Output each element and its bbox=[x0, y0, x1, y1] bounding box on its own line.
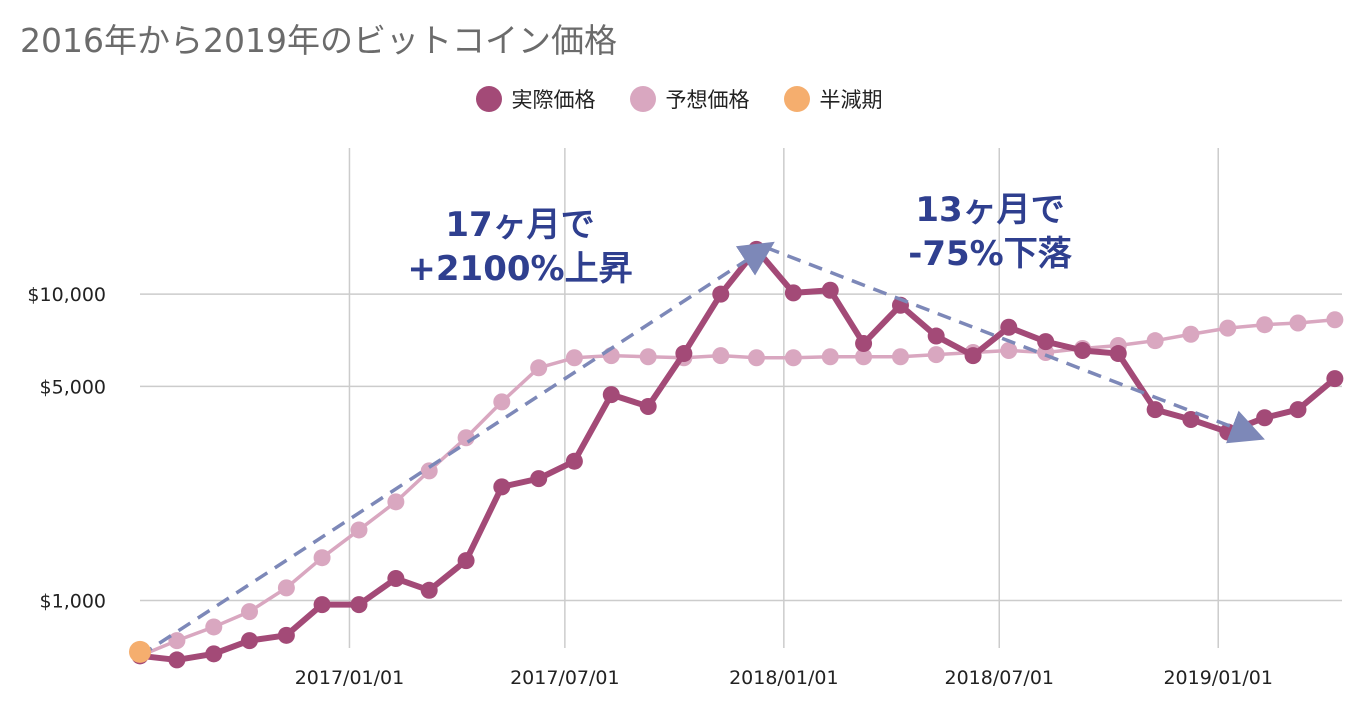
actual-price-point bbox=[530, 470, 548, 488]
forecast-price-point bbox=[712, 347, 730, 365]
forecast-price-point bbox=[530, 359, 548, 377]
actual-price-point bbox=[1146, 401, 1164, 419]
actual-price-point bbox=[1074, 341, 1092, 359]
actual-price-point bbox=[387, 570, 405, 588]
legend-marker-actual bbox=[475, 86, 502, 112]
forecast-price-point bbox=[927, 346, 945, 364]
forecast-price-point bbox=[1182, 325, 1200, 343]
actual-price-point bbox=[420, 581, 438, 599]
forecast-price-point bbox=[350, 521, 368, 539]
annotation-fall: 13ヶ月で -75%下落 bbox=[860, 188, 1120, 276]
forecast-price-point bbox=[1219, 319, 1237, 337]
actual-price-point bbox=[1256, 409, 1274, 427]
forecast-price-point bbox=[420, 462, 438, 480]
actual-price-point bbox=[1000, 318, 1018, 336]
forecast-price-point bbox=[1000, 341, 1018, 359]
actual-price-point bbox=[457, 552, 475, 570]
actual-price-point bbox=[168, 651, 186, 669]
y-tick-label: $10,000 bbox=[27, 284, 106, 306]
actual-price-point bbox=[639, 397, 657, 415]
forecast-price-point bbox=[855, 348, 873, 366]
actual-price-point bbox=[240, 632, 258, 650]
actual-price-point bbox=[855, 335, 873, 353]
actual-price-point bbox=[1289, 401, 1307, 419]
actual-price-point bbox=[784, 284, 802, 302]
legend-item-forecast[interactable]: 予想価格 bbox=[629, 84, 750, 114]
x-tick-label: 2018/01/01 bbox=[729, 667, 839, 689]
forecast-price-point bbox=[240, 603, 258, 621]
actual-price-point bbox=[602, 386, 620, 404]
actual-price-point bbox=[821, 281, 839, 299]
forecast-price-point bbox=[205, 618, 223, 636]
chart-title: 2016年から2019年のビットコイン価格 bbox=[20, 21, 617, 60]
forecast-price-point bbox=[821, 348, 839, 366]
actual-price-point bbox=[1109, 345, 1127, 363]
x-tick-label: 2017/01/01 bbox=[295, 667, 405, 689]
forecast-price-point bbox=[1289, 314, 1307, 332]
annotation-fall-line2: -75%下落 bbox=[908, 234, 1072, 274]
forecast-price-point bbox=[1256, 316, 1274, 334]
actual-price-point bbox=[712, 285, 730, 303]
legend-label-actual: 実際価格 bbox=[511, 88, 596, 112]
x-tick-label: 2019/01/01 bbox=[1163, 667, 1273, 689]
actual-price-point bbox=[313, 596, 331, 614]
fall-arrow bbox=[765, 245, 1265, 444]
forecast-price-point bbox=[493, 393, 511, 411]
forecast-price-point bbox=[1326, 311, 1344, 329]
actual-price-point bbox=[565, 452, 583, 470]
legend-marker-forecast bbox=[629, 86, 656, 112]
forecast-price-point bbox=[1146, 332, 1164, 350]
actual-price-point bbox=[205, 645, 223, 663]
forecast-price-point bbox=[168, 632, 186, 650]
legend-item-halving[interactable]: 半減期 bbox=[783, 84, 883, 114]
actual-price-point bbox=[277, 626, 295, 644]
annotation-rise-line1: 17ヶ月で bbox=[445, 205, 595, 245]
forecast-price-point bbox=[639, 348, 657, 366]
actual-price-point bbox=[1326, 370, 1344, 388]
forecast-price-point bbox=[747, 349, 765, 367]
halving-point bbox=[129, 640, 151, 663]
actual-price-point bbox=[1182, 410, 1200, 428]
actual-price-point bbox=[927, 327, 945, 345]
forecast-price-point bbox=[565, 349, 583, 367]
x-tick-label: 2018/07/01 bbox=[944, 667, 1054, 689]
annotation-rise: 17ヶ月で +2100%上昇 bbox=[390, 203, 650, 291]
rise-arrow bbox=[139, 241, 775, 658]
y-tick-label: $5,000 bbox=[40, 376, 106, 398]
x-tick-label: 2017/07/01 bbox=[510, 667, 620, 689]
annotation-fall-line1: 13ヶ月で bbox=[915, 190, 1065, 230]
forecast-price-point bbox=[313, 549, 331, 567]
legend-item-actual[interactable]: 実際価格 bbox=[475, 84, 596, 114]
legend-marker-halving bbox=[783, 86, 810, 112]
forecast-price-point bbox=[784, 349, 802, 367]
y-tick-label: $1,000 bbox=[40, 591, 106, 613]
legend-label-halving: 半減期 bbox=[819, 88, 883, 112]
forecast-price-point bbox=[387, 493, 405, 511]
legend-label-forecast: 予想価格 bbox=[665, 88, 750, 112]
actual-price-point bbox=[964, 347, 982, 365]
chart-legend: 実際価格 予想価格 半減期 bbox=[0, 84, 1358, 114]
actual-price-point bbox=[675, 345, 693, 363]
annotation-rise-line2: +2100%上昇 bbox=[407, 249, 633, 289]
actual-price-point bbox=[1037, 333, 1055, 351]
forecast-price-point bbox=[891, 348, 909, 366]
actual-price-point bbox=[350, 596, 368, 614]
actual-price-point bbox=[493, 478, 511, 496]
forecast-price-line bbox=[138, 318, 1337, 658]
forecast-price-point bbox=[277, 579, 295, 597]
